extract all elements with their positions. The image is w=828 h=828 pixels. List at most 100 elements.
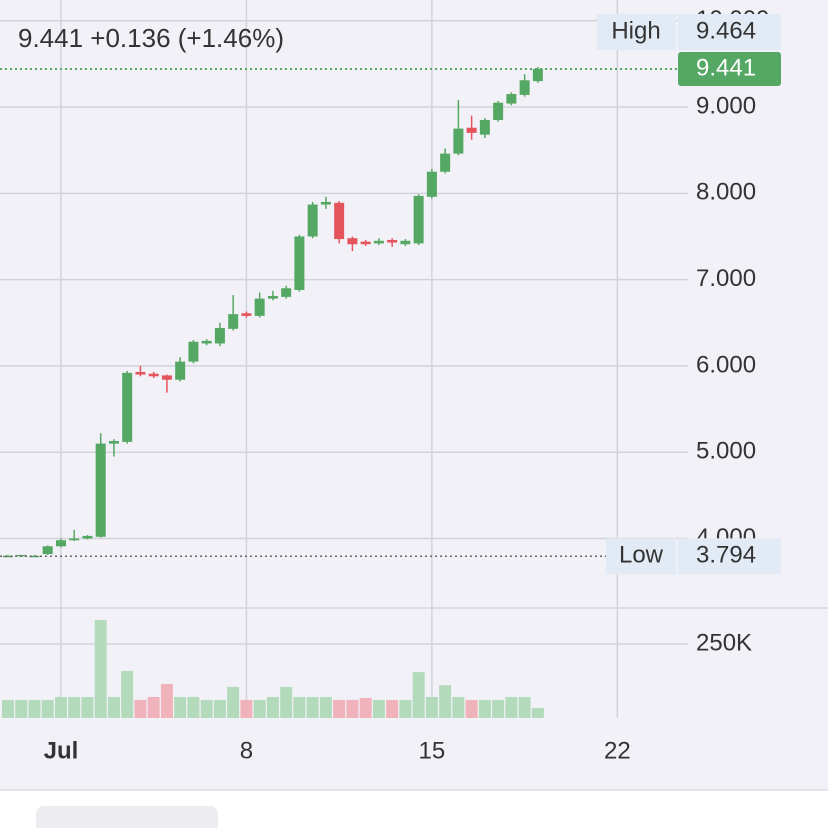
y-tick-label: 8.000 [696, 179, 756, 206]
volume-bar [200, 699, 213, 718]
candle-body [2, 555, 13, 558]
volume-bar [518, 696, 531, 718]
volume-bar [333, 699, 346, 718]
candle-body [108, 441, 119, 444]
x-tick-label: 15 [419, 737, 446, 764]
candle-body [373, 240, 384, 244]
volume-bar [465, 699, 478, 718]
candle-body [479, 119, 490, 135]
y2-tick-label: 250K [696, 629, 752, 656]
candle-body [360, 241, 371, 245]
volume-bar [147, 696, 160, 718]
volume-bar [134, 699, 147, 718]
volume-bar [386, 699, 399, 718]
candle-body [201, 340, 212, 344]
volume-bar [15, 699, 28, 718]
candle-body [188, 341, 199, 362]
volume-bar [160, 683, 173, 718]
marks [1, 66, 544, 718]
volume-bar [478, 699, 491, 718]
candle-body [519, 80, 530, 95]
volume-bar [213, 699, 226, 718]
tab-button[interactable] [36, 806, 218, 828]
high-value: 9.464 [696, 17, 756, 44]
volume-bar [227, 686, 240, 718]
y-tick-label: 7.000 [696, 265, 756, 292]
x-tick-label: 8 [240, 737, 253, 764]
volume-bar [280, 686, 293, 718]
candle-body [29, 555, 40, 558]
x-tick-label: Jul [44, 737, 79, 764]
candle-body [413, 195, 424, 244]
volume-bar [94, 620, 107, 718]
price-header: 9.441 +0.136 (+1.46%) [18, 23, 284, 53]
grid [0, 0, 688, 718]
volume-bar [425, 696, 438, 718]
volume-bar [54, 696, 67, 718]
candle-body [281, 288, 292, 297]
volume-bar [492, 699, 505, 718]
candle-body [214, 327, 225, 344]
volume-bar [253, 699, 266, 718]
candle-body [466, 127, 477, 133]
candle-body [175, 361, 186, 380]
candle-body [135, 371, 146, 375]
candle-body [82, 535, 93, 539]
candle-body [122, 372, 133, 442]
high-value-box [678, 14, 781, 50]
volume-bar [505, 696, 518, 718]
volume-bar [412, 672, 425, 718]
candle-body [453, 128, 464, 154]
volume-bar [346, 699, 359, 718]
candle-body [320, 201, 331, 205]
low-label-box [606, 538, 676, 575]
candle-body [532, 68, 543, 82]
y-tick-label: 9.000 [696, 92, 756, 119]
high-label-box [597, 14, 676, 50]
volume-bar [28, 699, 41, 718]
volume-bar [306, 696, 319, 718]
candle-body [95, 443, 106, 537]
volume-bar [174, 696, 187, 718]
candle-body [241, 313, 252, 316]
candle-body [254, 298, 265, 316]
candle-body [506, 94, 517, 104]
candle-body [69, 538, 80, 541]
candle-body [493, 102, 504, 120]
low-value-box [678, 538, 781, 575]
candle-body [148, 373, 159, 377]
high-label: High [611, 17, 660, 44]
volume-bar [439, 685, 452, 718]
volume-bar [68, 696, 81, 718]
volume-bar [319, 696, 332, 718]
volume-bar [452, 696, 465, 718]
candle-body [294, 236, 305, 290]
candle-body [440, 153, 451, 172]
volume-bar [531, 707, 544, 718]
x-tick-label: 22 [604, 737, 631, 764]
volume-bar [1, 699, 14, 718]
volume-bar [121, 670, 134, 718]
candle-body [161, 375, 172, 380]
volume-bar [359, 697, 372, 718]
candle-body [55, 540, 66, 547]
volume-bar [41, 699, 54, 718]
volume-bar [187, 696, 200, 718]
volume-bar [293, 696, 306, 718]
volume-bar [240, 699, 253, 718]
candle-body [426, 171, 437, 197]
candle-body [400, 240, 411, 245]
candle-body [267, 296, 278, 299]
y-tick-label: 5.000 [696, 438, 756, 465]
volume-bar [81, 696, 94, 718]
candle-body [347, 238, 358, 245]
candle-body [228, 314, 239, 329]
volume-bar [399, 699, 412, 718]
candle-body [42, 546, 53, 555]
y-tick-label: 6.000 [696, 351, 756, 378]
candle-body [387, 239, 398, 243]
last-price-label: 9.441 [696, 54, 756, 81]
volume-bar [107, 696, 120, 718]
low-label: Low [619, 542, 664, 569]
